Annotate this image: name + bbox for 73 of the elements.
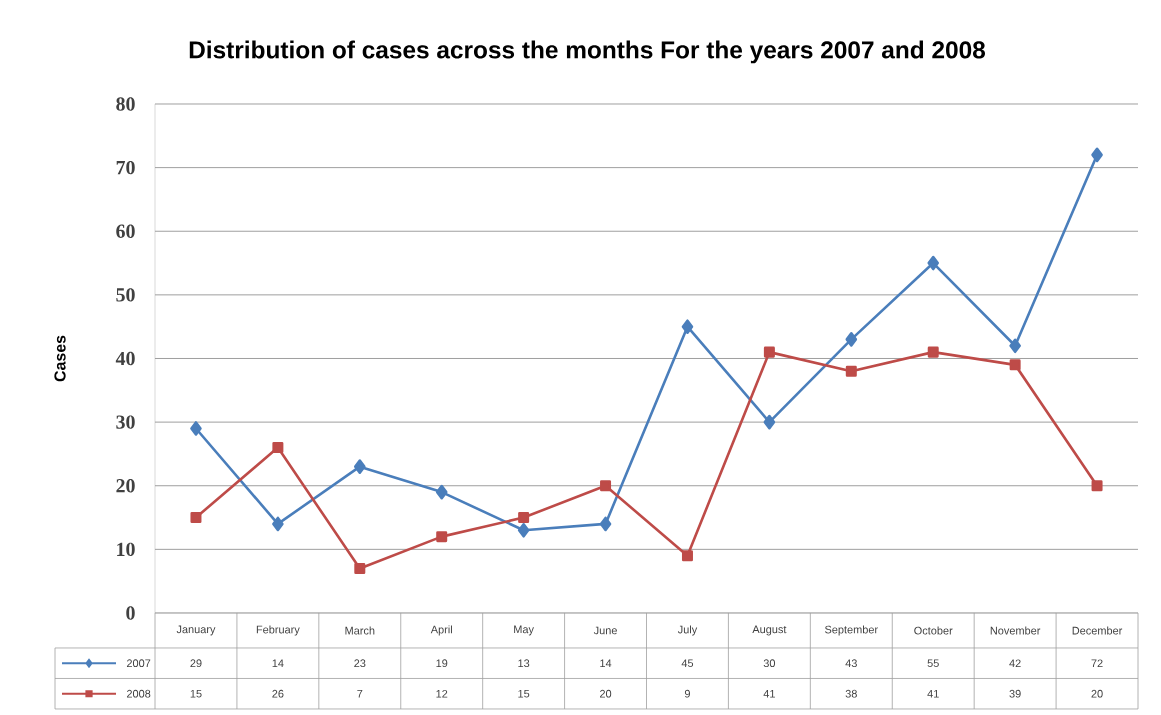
data-label: 19 (436, 659, 448, 668)
data-label: 15 (190, 689, 202, 698)
y-tick-label: 60 (116, 224, 135, 238)
point (190, 421, 202, 436)
x-tick-label: August (752, 625, 787, 636)
legend-label: 2007 (126, 659, 151, 668)
data-label: 55 (927, 659, 939, 668)
data-label: 9 (684, 689, 690, 698)
data-label: 7 (357, 689, 363, 698)
data-label: 20 (1091, 689, 1103, 698)
point (354, 459, 366, 474)
data-label: 42 (1009, 659, 1021, 668)
data-label: 23 (354, 659, 366, 668)
data-label: 29 (190, 659, 202, 668)
point (272, 516, 284, 532)
data-label: 13 (518, 659, 530, 668)
y-tick-label: 30 (116, 415, 135, 429)
data-label: 72 (1091, 659, 1103, 668)
point (681, 550, 693, 562)
legend-label: 2008 (126, 689, 151, 698)
point (763, 414, 776, 430)
data-label: 20 (600, 689, 612, 698)
y-tick-label: 10 (117, 542, 135, 557)
x-tick-label: November (990, 626, 1041, 635)
x-tick-label: April (430, 625, 452, 636)
data-label: 30 (763, 659, 776, 668)
point (600, 480, 612, 492)
x-tick-label: June (593, 626, 617, 635)
data-label: 41 (927, 689, 939, 698)
point (436, 531, 448, 543)
data-label: 15 (518, 689, 530, 698)
point (927, 255, 940, 271)
point (1091, 147, 1103, 163)
point (1009, 338, 1021, 354)
point (1009, 359, 1021, 371)
data-label: 41 (763, 689, 775, 698)
y-tick-label: 50 (116, 288, 135, 302)
point (681, 319, 694, 334)
x-tick-label: May (514, 625, 534, 636)
point (518, 512, 530, 524)
x-tick-label: October (914, 626, 953, 635)
x-tick-label: December (1072, 626, 1123, 635)
point (845, 332, 858, 347)
point (190, 512, 202, 524)
point (272, 442, 284, 454)
data-label: 43 (845, 659, 857, 668)
x-tick-label: September (825, 625, 878, 636)
point (927, 346, 939, 358)
data-label: 14 (600, 659, 612, 667)
y-tick-label: 70 (116, 160, 135, 175)
x-tick-label: January (176, 625, 216, 636)
point (763, 346, 775, 358)
data-label: 14 (272, 659, 284, 667)
point (435, 484, 448, 500)
y-tick-label: 40 (115, 351, 135, 366)
x-tick-label: March (345, 626, 375, 635)
y-tick-label: 80 (116, 97, 135, 111)
x-tick-label: February (256, 625, 300, 636)
point (599, 516, 612, 532)
point (1091, 480, 1103, 492)
chart-title: Distribution of cases across the months For the years 2007 and 2008 (189, 40, 986, 64)
x-tick-label: July (677, 625, 698, 636)
point (354, 562, 366, 574)
data-label: 45 (681, 659, 694, 668)
point (845, 365, 857, 377)
data-label: 39 (1009, 689, 1021, 698)
point (517, 522, 530, 538)
y-tick-label: 0 (126, 606, 135, 620)
y-tick-label: 20 (116, 479, 135, 493)
data-label: 38 (845, 689, 857, 698)
data-label: 26 (272, 689, 284, 698)
data-label: 12 (436, 689, 448, 698)
y-axis-title: Cases (54, 335, 66, 382)
